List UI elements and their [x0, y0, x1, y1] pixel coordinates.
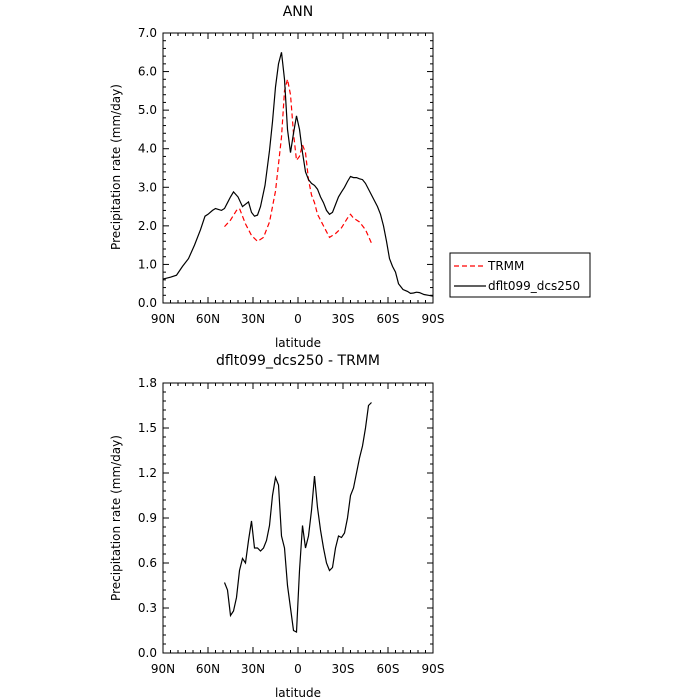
legend-label-model: dflt099_dcs250 [488, 279, 580, 293]
x-tick-label: 30S [332, 662, 355, 676]
x-axis-label: latitude [275, 336, 321, 350]
y-tick-label: 4.0 [138, 142, 157, 156]
series-line [223, 402, 372, 633]
y-tick-label: 1.5 [138, 421, 157, 435]
x-tick-label: 30N [241, 662, 265, 676]
y-tick-label: 6.0 [138, 65, 157, 79]
y-axis-label: Precipitation rate (mm/day) [109, 84, 123, 250]
x-tick-label: 30S [332, 312, 355, 326]
panel-bottom: dflt099_dcs250 - TRMM latitude Precipita… [109, 353, 444, 700]
y-tick-label: 1.8 [138, 376, 157, 390]
x-tick-label: 60S [377, 312, 400, 326]
y-axis-label: Precipitation rate (mm/day) [109, 435, 123, 601]
legend: TRMM dflt099_dcs250 [449, 252, 591, 298]
chart-title: ANN [283, 4, 314, 20]
x-tick-label: 90S [422, 312, 445, 326]
y-tick-label: 0.9 [138, 511, 157, 525]
series-line-trmm [224, 79, 373, 244]
legend-box [449, 252, 591, 298]
y-tick-label: 5.0 [138, 103, 157, 117]
x-tick-label: 60S [377, 662, 400, 676]
y-tick-label: 1.0 [138, 257, 157, 271]
chart-title: dflt099_dcs250 - TRMM [216, 353, 380, 369]
x-tick-label: 90N [151, 662, 175, 676]
panel-top: ANN latitude Precipitation rate (mm/day)… [109, 4, 444, 350]
plot-frame [162, 32, 434, 304]
y-tick-label: 0.6 [138, 556, 157, 570]
y-tick-label: 0.0 [138, 296, 157, 310]
y-tick-label: 1.2 [138, 466, 157, 480]
x-axis-label: latitude [275, 686, 321, 700]
x-tick-label: 60N [196, 662, 220, 676]
y-tick-label: 0.0 [138, 646, 157, 660]
y-tick-label: 2.0 [138, 219, 157, 233]
y-tick-label: 0.3 [138, 601, 157, 615]
x-tick-label: 30N [241, 312, 265, 326]
legend-label-trmm: TRMM [487, 259, 524, 273]
y-tick-label: 7.0 [138, 26, 157, 40]
series-line-dflt099-dcs250 [162, 52, 434, 297]
x-tick-label: 90N [151, 312, 175, 326]
x-tick-label: 0 [294, 662, 302, 676]
x-tick-label: 0 [294, 312, 302, 326]
x-tick-label: 60N [196, 312, 220, 326]
x-tick-label: 90S [422, 662, 445, 676]
y-tick-label: 3.0 [138, 180, 157, 194]
